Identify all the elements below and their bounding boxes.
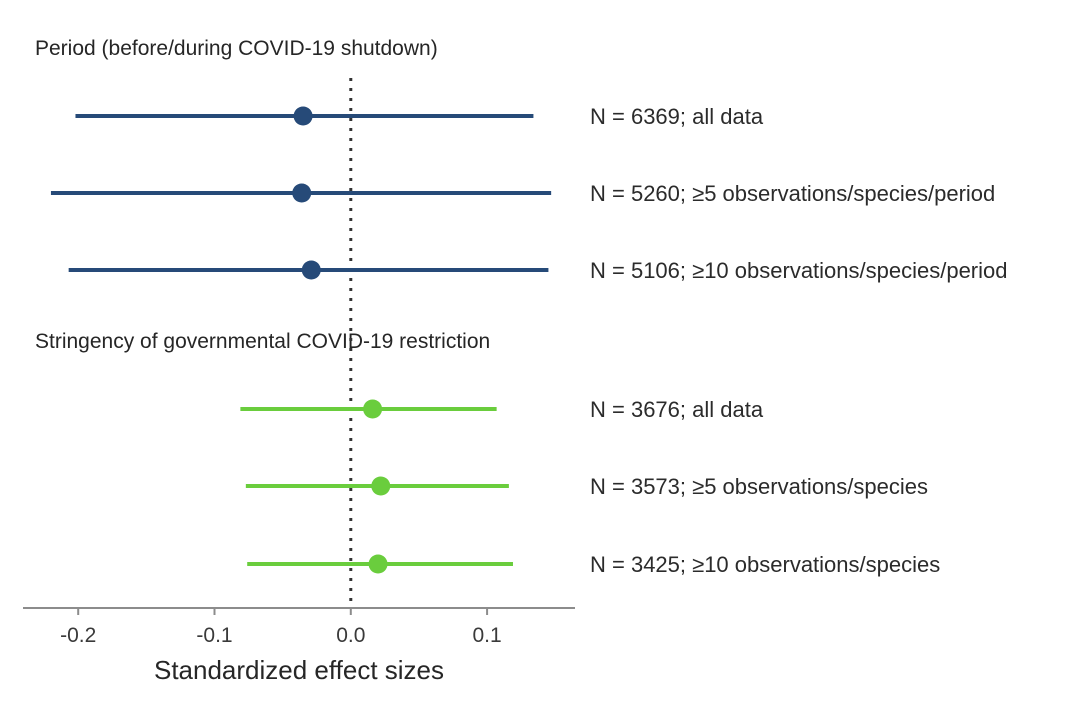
- estimate-point: [368, 554, 388, 574]
- row-label: N = 3425; ≥10 observations/species: [590, 552, 940, 577]
- chart-marks: [50, 106, 552, 574]
- x-axis-title: Standardized effect sizes: [154, 655, 444, 685]
- estimate-point: [292, 183, 312, 203]
- row-label: N = 5106; ≥10 observations/species/perio…: [590, 258, 1008, 283]
- estimate-point: [301, 260, 321, 280]
- x-tick-label: 0.0: [336, 624, 365, 647]
- panel-title: Period (before/during COVID-19 shutdown): [35, 37, 438, 60]
- x-tick-label: -0.1: [196, 624, 232, 647]
- row-label: N = 3573; ≥5 observations/species: [590, 474, 928, 499]
- row-label: N = 5260; ≥5 observations/species/period: [590, 181, 995, 206]
- row-label: N = 6369; all data: [590, 104, 764, 129]
- row-label: N = 3676; all data: [590, 397, 764, 422]
- x-tick-label: 0.1: [472, 624, 501, 647]
- estimate-point: [371, 476, 391, 496]
- x-axis-ticks: -0.2 -0.1 0.0 0.1: [60, 608, 502, 647]
- estimate-point: [363, 399, 383, 419]
- estimate-point: [293, 106, 313, 126]
- panels: Period (before/during COVID-19 shutdown)…: [35, 37, 1008, 577]
- panel-title: Stringency of governmental COVID-19 rest…: [35, 330, 490, 353]
- x-tick-label: -0.2: [60, 624, 96, 647]
